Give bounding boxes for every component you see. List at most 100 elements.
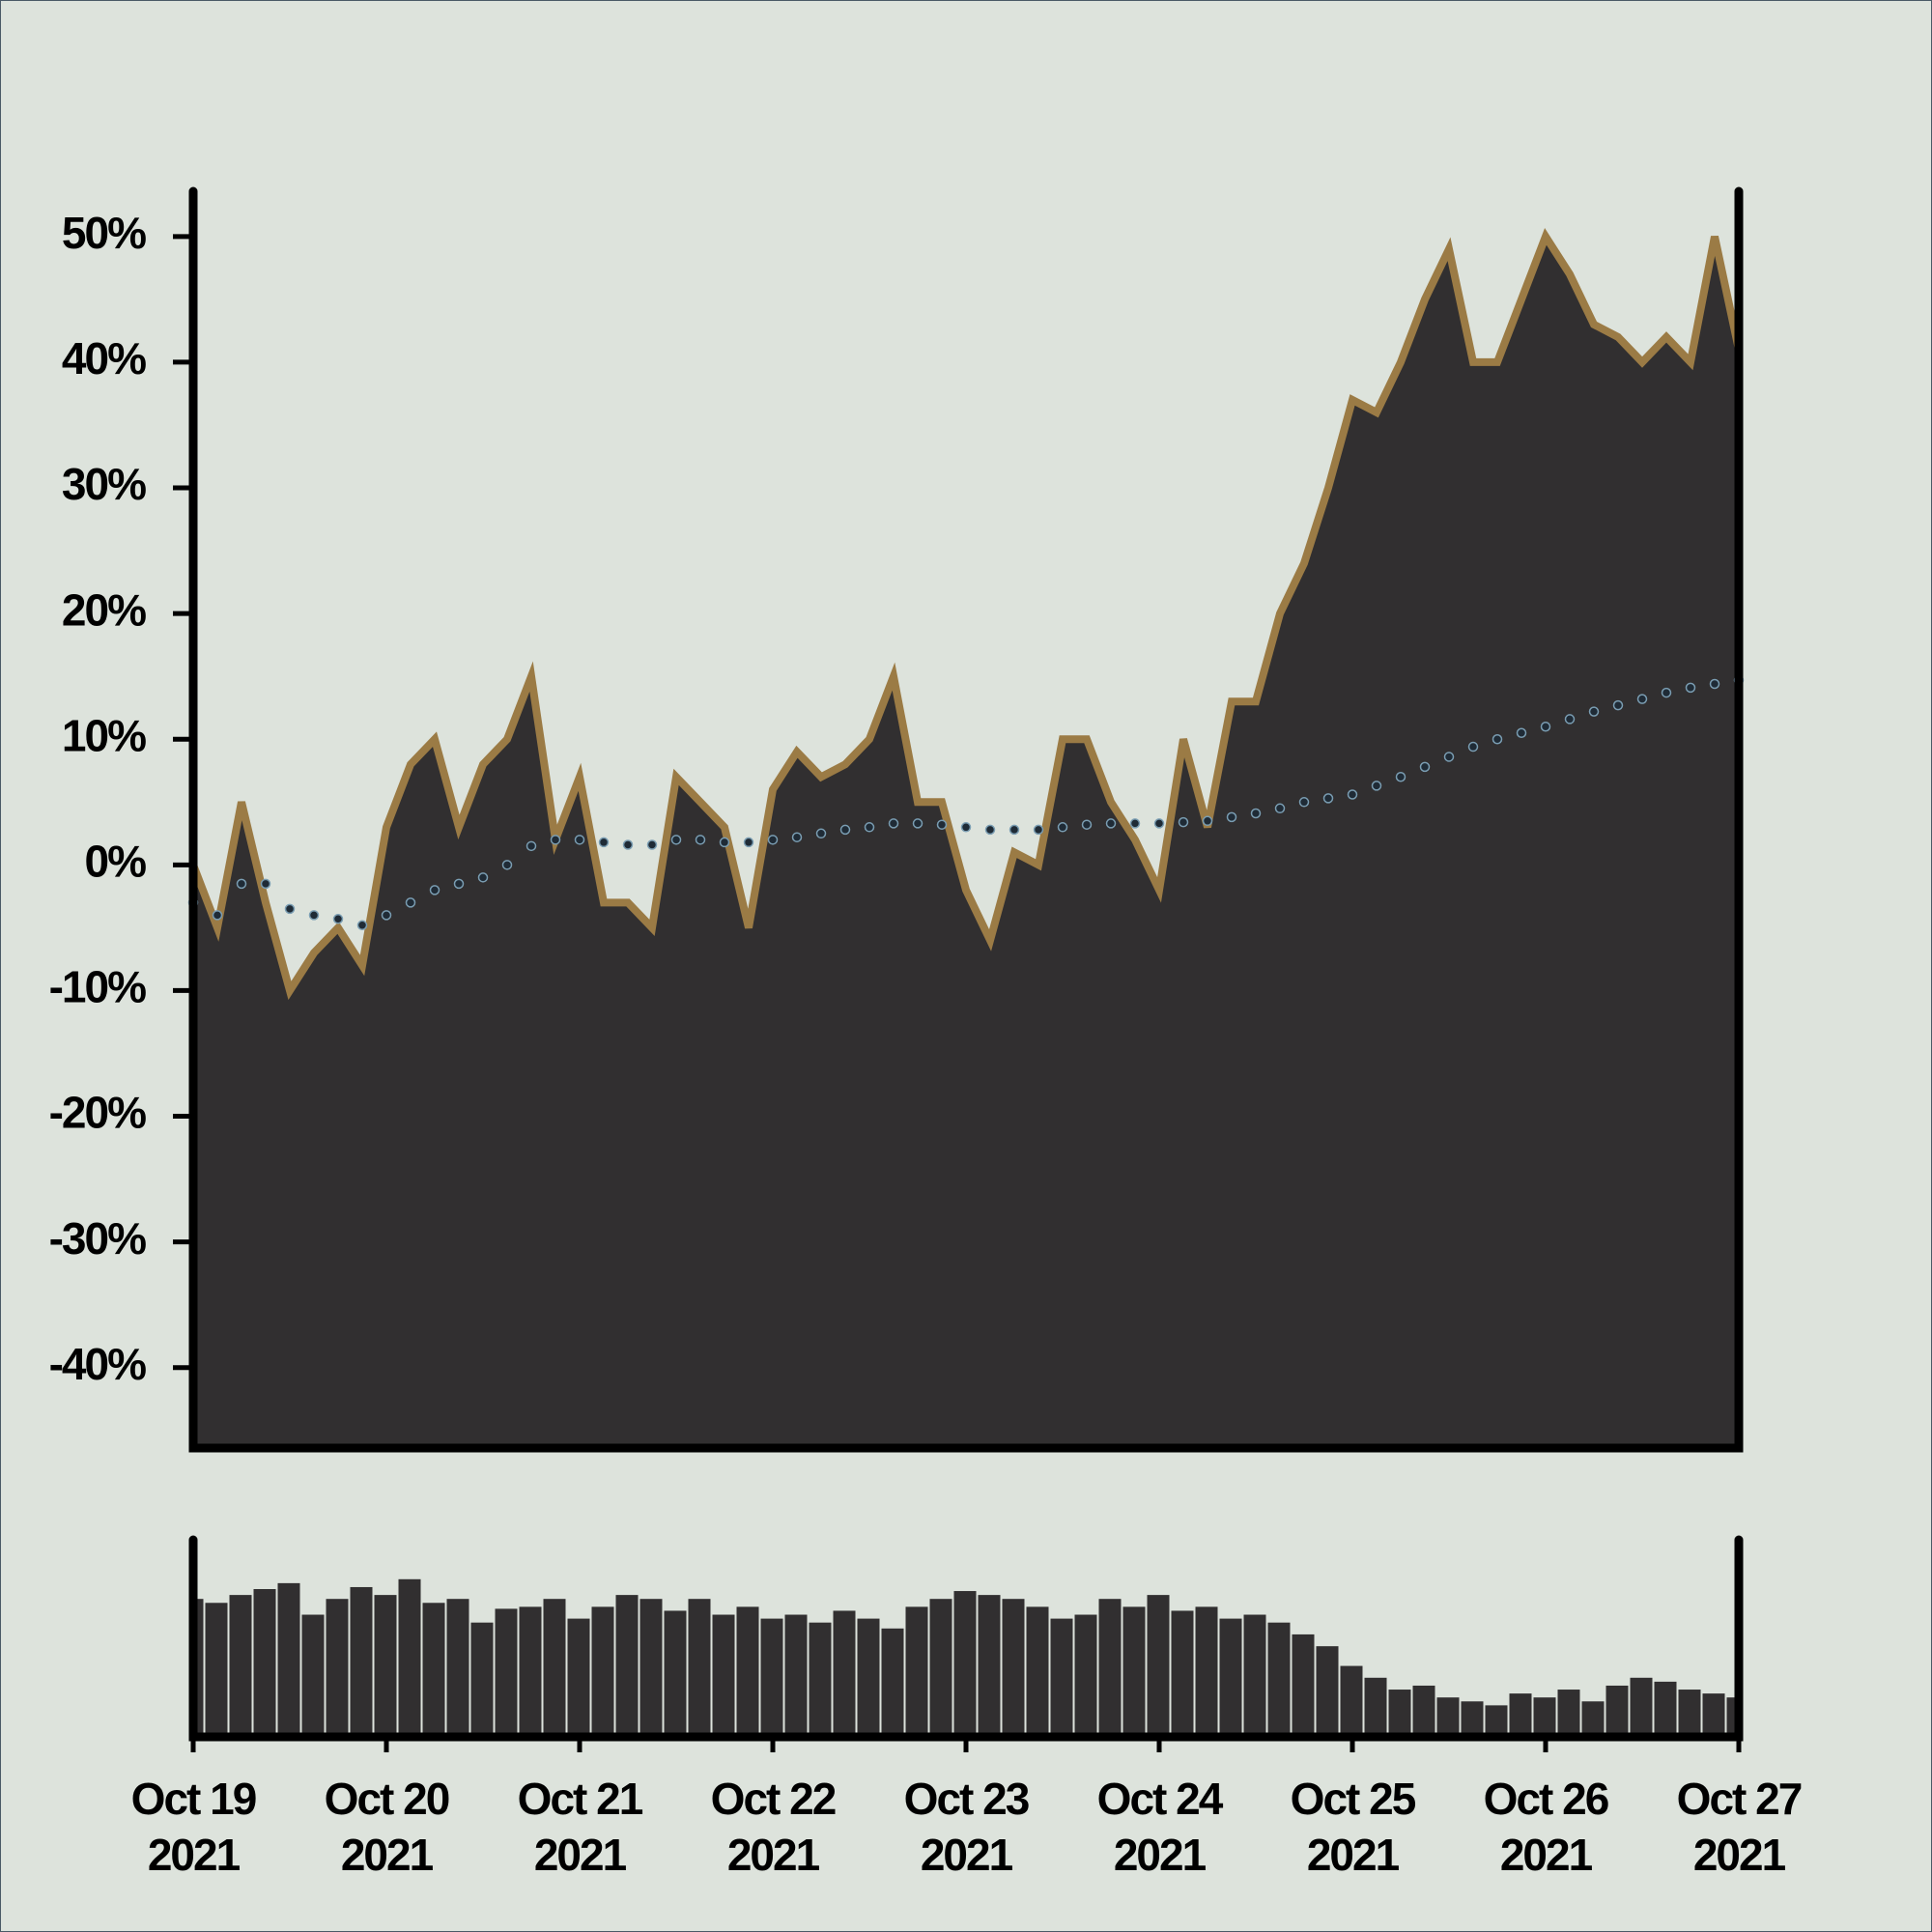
volume-bar <box>712 1614 735 1737</box>
volume-bar <box>833 1610 856 1737</box>
average-dot <box>719 837 730 848</box>
volume-bar <box>1219 1618 1242 1737</box>
y-tick-label: 40% <box>62 333 146 384</box>
x-tick-label: Oct 26 <box>1484 1774 1608 1824</box>
volume-bar <box>1243 1614 1266 1737</box>
average-dot <box>236 878 247 890</box>
average-dot <box>670 835 682 845</box>
average-dot <box>888 818 899 829</box>
frame <box>188 186 1744 1742</box>
average-dot <box>405 897 416 908</box>
volume-bar <box>1364 1677 1387 1737</box>
average-dot <box>839 824 851 836</box>
average-dot <box>912 818 923 829</box>
x-tick-label: Oct 25 <box>1291 1774 1416 1824</box>
volume-bar <box>784 1614 808 1737</box>
average-dot <box>260 878 271 890</box>
volume-bar <box>1026 1606 1049 1737</box>
x-tick-label: 2021 <box>341 1830 434 1880</box>
volume-bar <box>253 1589 276 1737</box>
average-dot <box>743 837 754 848</box>
average-dot <box>695 835 706 845</box>
volume-bar <box>591 1606 614 1737</box>
x-tick-label: 2021 <box>1307 1830 1400 1880</box>
x-tick-label: Oct 19 <box>131 1774 256 1824</box>
average-dot <box>646 839 658 850</box>
average-dot <box>501 860 513 870</box>
y-tick-label: -20% <box>49 1088 146 1138</box>
average-dot <box>1033 824 1044 836</box>
average-dot <box>598 837 610 848</box>
average-dot <box>1636 694 1648 704</box>
volume-bar <box>193 1599 204 1737</box>
volume-bar <box>1002 1599 1025 1737</box>
x-tick-label: 2021 <box>1114 1830 1207 1880</box>
volume-bar <box>1292 1634 1315 1737</box>
x-tick-label: 2021 <box>727 1830 820 1880</box>
average-dot <box>1226 811 1237 823</box>
area <box>193 236 1739 1449</box>
price-panel: -40% -30% -20% -10% 0% 10% 20% 30% 40% 50% <box>49 208 1745 1449</box>
average-dot <box>332 914 344 924</box>
volume-bar <box>1702 1693 1725 1737</box>
volume-bar <box>1436 1697 1460 1737</box>
volume-bar <box>446 1599 469 1737</box>
volume-bar <box>1171 1610 1194 1737</box>
volume-bar <box>1050 1618 1073 1737</box>
x-tick-label: 2021 <box>1693 1830 1786 1880</box>
average-dot <box>1540 721 1551 732</box>
volume-bar <box>1267 1622 1291 1737</box>
average-dot <box>984 824 996 836</box>
volume-bar <box>1678 1690 1701 1737</box>
x-tick-label: 2021 <box>921 1830 1013 1880</box>
average-dot <box>1178 816 1189 828</box>
volume-bar <box>1485 1705 1508 1737</box>
volume-bar <box>1316 1646 1339 1737</box>
average-dot <box>1685 682 1696 694</box>
volume-bar <box>422 1603 445 1737</box>
volume-bar <box>1557 1690 1580 1737</box>
average-dot <box>1516 727 1527 738</box>
volume-bar <box>1654 1681 1677 1737</box>
y-tick-label: -10% <box>49 962 146 1012</box>
x-tick-label: Oct 27 <box>1677 1774 1802 1824</box>
average-dot <box>1250 808 1262 819</box>
average-dot <box>477 872 489 883</box>
volume-bar <box>978 1595 1001 1737</box>
volume-bar <box>809 1622 832 1737</box>
volume-bar <box>664 1610 687 1737</box>
average-dot <box>1347 789 1358 800</box>
average-dot <box>864 822 875 833</box>
average-dot <box>1467 741 1479 753</box>
volume-bar <box>929 1599 952 1737</box>
average-dot <box>1322 793 1334 804</box>
axis-frame <box>188 186 1744 1453</box>
y-tick-label: 0% <box>85 836 147 886</box>
volume-bar <box>519 1606 542 1737</box>
average-dot <box>791 832 803 842</box>
volume-bar <box>1195 1606 1218 1737</box>
volume-bar <box>1122 1606 1146 1737</box>
average-dot <box>429 885 440 895</box>
y-tick-label: 10% <box>62 710 146 760</box>
average-dot <box>936 819 948 830</box>
x-tick-label: 2021 <box>534 1830 627 1880</box>
volume-bar <box>857 1618 880 1737</box>
x-tick-label: Oct 20 <box>325 1774 449 1824</box>
average-dot <box>1492 733 1503 745</box>
volume-bar <box>470 1622 494 1737</box>
average-dot <box>960 822 972 833</box>
average-dot <box>574 835 585 845</box>
x-tick-label: 2021 <box>148 1830 241 1880</box>
average-dot <box>1564 714 1576 724</box>
average-dot <box>1057 822 1068 833</box>
volume-bar <box>229 1595 252 1737</box>
average-dot <box>526 840 537 852</box>
average-dot <box>1153 818 1165 829</box>
area-line <box>189 228 1743 1001</box>
average-dot <box>1081 819 1093 830</box>
volume-bar <box>350 1586 373 1737</box>
average-dot <box>212 910 223 921</box>
volume-bar <box>905 1606 928 1737</box>
